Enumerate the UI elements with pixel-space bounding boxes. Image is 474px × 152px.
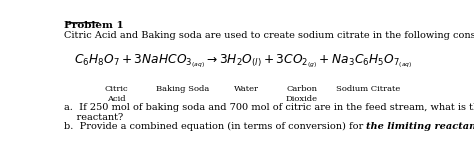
Text: Water: Water (234, 85, 259, 93)
Text: a.  If 250 mol of baking soda and 700 mol of citric are in the feed stream, what: a. If 250 mol of baking soda and 700 mol… (64, 103, 474, 123)
Text: Baking Soda: Baking Soda (155, 85, 209, 93)
Text: Problem 1: Problem 1 (64, 21, 123, 30)
Text: $C_6H_8O_7 + 3NaHCO_{3_{(aq)}} \rightarrow 3H_2O_{(l)} + 3CO_{2_{(g)}} + Na_3C_6: $C_6H_8O_7 + 3NaHCO_{3_{(aq)}} \rightarr… (74, 53, 412, 71)
Text: b.  Provide a combined equation (in terms of conversion) for: b. Provide a combined equation (in terms… (64, 122, 366, 131)
Text: Citric
Acid: Citric Acid (104, 85, 128, 103)
Text: the limiting reactant only: the limiting reactant only (366, 122, 474, 131)
Text: Sodium Citrate: Sodium Citrate (336, 85, 400, 93)
Text: Citric Acid and Baking soda are used to create sodium citrate in the following c: Citric Acid and Baking soda are used to … (64, 31, 474, 40)
Text: Carbon
Dioxide: Carbon Dioxide (286, 85, 318, 103)
